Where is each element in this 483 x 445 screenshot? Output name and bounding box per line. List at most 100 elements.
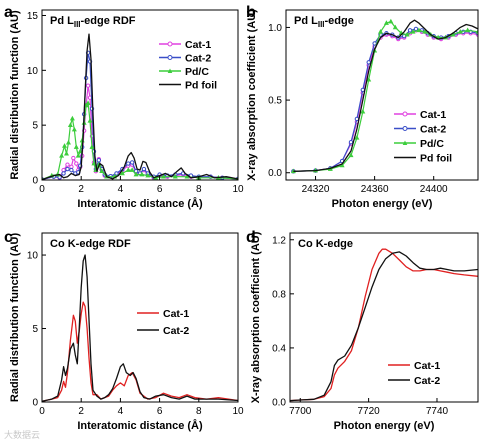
data-point — [85, 100, 91, 106]
x-tick-label: 7700 — [289, 406, 312, 417]
series-line-cat-1 — [42, 301, 238, 402]
series-line-cat-2 — [42, 254, 238, 402]
series-group — [42, 33, 238, 180]
x-tick-label: 7720 — [357, 406, 380, 417]
series-line-pd-foil — [42, 33, 238, 180]
x-axis-label: Photon energy (eV) — [334, 420, 435, 432]
data-point — [74, 161, 79, 166]
data-point — [378, 28, 384, 34]
legend-label: Cat-2 — [185, 53, 211, 65]
data-point — [89, 144, 95, 149]
data-point — [126, 161, 131, 166]
series-group — [42, 254, 238, 402]
data-point — [129, 167, 135, 172]
data-point — [96, 158, 102, 163]
data-point — [141, 166, 147, 172]
data-point — [114, 171, 119, 176]
chart-title: Co K-edge — [298, 238, 353, 250]
data-point — [125, 167, 131, 172]
y-tick-label: 0 — [32, 176, 38, 187]
legend-label: Pd foil — [185, 80, 217, 92]
legend-label: Cat-1 — [185, 39, 211, 51]
data-point — [407, 28, 413, 33]
data-point — [85, 83, 91, 88]
legend-marker — [167, 55, 173, 60]
series-group — [290, 248, 478, 402]
data-point — [410, 28, 416, 34]
x-axis-label: Interatomic distance (Å) — [77, 419, 203, 432]
data-point — [91, 160, 97, 166]
legend-label: Cat-2 — [414, 375, 440, 387]
legend-label: Cat-2 — [163, 325, 189, 337]
data-point — [133, 171, 139, 177]
legend-label: Pd foil — [420, 153, 452, 165]
data-point — [65, 166, 70, 172]
y-tick-label: 10 — [27, 251, 39, 262]
panel-letter: d — [246, 229, 256, 246]
data-point — [354, 135, 360, 140]
legend-marker — [167, 68, 173, 73]
x-tick-label: 4 — [118, 184, 124, 195]
x-tick-label: 8 — [196, 406, 202, 417]
data-point — [62, 143, 68, 148]
data-point — [59, 153, 65, 158]
series-line-pd-c — [293, 21, 478, 172]
data-point — [348, 152, 354, 158]
data-point — [339, 162, 345, 168]
legend-label: Cat-1 — [163, 308, 189, 320]
panel-a: a 0 2 4 6 8 10 0 5 10 15 Interatomic distance (Å) Ra… — [4, 4, 244, 210]
y-tick-label: 0.4 — [272, 343, 286, 354]
x-tick-label: 2 — [78, 406, 84, 417]
legend-label: Pd/C — [420, 138, 444, 150]
legend-label: Cat-2 — [420, 124, 446, 136]
x-tick-label: 4 — [118, 406, 124, 417]
y-tick-label: 0.0 — [272, 398, 286, 409]
x-tick-label: 10 — [232, 406, 244, 417]
data-point — [172, 173, 178, 179]
data-point — [348, 140, 354, 145]
y-tick-label: 15 — [27, 11, 39, 22]
data-point — [416, 27, 422, 33]
legend-marker — [167, 41, 173, 47]
series-line-pd-foil — [293, 19, 478, 172]
data-point — [63, 150, 70, 156]
data-point — [71, 155, 76, 161]
legend-marker — [402, 140, 408, 145]
chart-title: Co K-edge RDF — [50, 238, 131, 250]
y-tick-label: 0 — [32, 398, 38, 409]
plot-frame — [289, 232, 479, 403]
data-point — [388, 18, 394, 24]
x-tick-label: 6 — [157, 184, 163, 195]
panel-letter: b — [246, 4, 256, 21]
y-tick-label: 5 — [32, 121, 38, 132]
series-line-cat-1 — [290, 248, 478, 402]
y-tick-label: 5 — [32, 324, 38, 335]
data-point — [69, 167, 74, 173]
data-point — [71, 126, 77, 132]
x-tick-label: 0 — [39, 406, 45, 417]
watermark: 大数据云 — [4, 429, 40, 440]
data-point — [77, 148, 83, 154]
y-tick-label: 1.2 — [272, 235, 286, 246]
data-point — [366, 76, 372, 82]
x-tick-label: 24360 — [361, 184, 389, 195]
data-point — [65, 162, 70, 167]
series-line-cat-2 — [293, 28, 478, 172]
data-point — [383, 20, 389, 25]
data-point — [360, 108, 366, 114]
data-point — [119, 170, 125, 176]
data-point — [61, 171, 66, 176]
legend-label: Cat-1 — [414, 360, 440, 372]
chart-title: Pd LIII-edge — [294, 15, 354, 29]
panel-d: d 7700 7720 7740 0.0 0.4 0.8 1.2 Photon energy (… — [246, 229, 479, 432]
x-tick-label: 6 — [157, 406, 163, 417]
data-point — [145, 172, 151, 178]
legend-marker — [402, 126, 408, 131]
legend-label: Pd/C — [185, 66, 209, 78]
data-point — [465, 27, 471, 33]
data-point — [457, 28, 463, 34]
data-point — [413, 26, 419, 32]
y-axis-label: X-ray absorption coefficient (AU) — [246, 9, 258, 181]
data-point — [129, 160, 135, 165]
